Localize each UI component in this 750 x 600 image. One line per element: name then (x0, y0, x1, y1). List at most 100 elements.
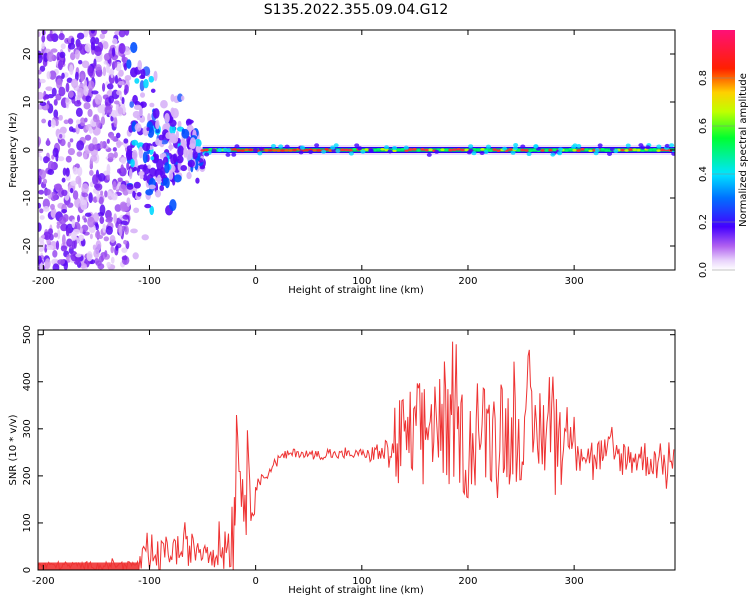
heatmap-cell (129, 101, 134, 108)
heatmap-cell (208, 148, 213, 151)
colorbar-tick-label: 0.6 (698, 118, 709, 134)
heatmap-cell (61, 177, 66, 183)
heatmap-cell (61, 209, 68, 214)
heatmap-cell (47, 119, 52, 128)
heatmap-cell (96, 191, 100, 202)
heatmap-cell (83, 152, 88, 160)
heatmap-cell (39, 262, 44, 270)
heatmap-cell (119, 225, 123, 237)
heatmap-cell (280, 149, 285, 152)
heatmap-cell (416, 149, 421, 152)
heatmap-cell (138, 146, 143, 159)
heatmap-cell (288, 149, 293, 152)
heatmap-cell (44, 258, 51, 270)
heatmap-cell (90, 36, 97, 45)
y-tick-label: 400 (22, 372, 33, 391)
heatmap-cell (145, 189, 154, 196)
heatmap-cell (183, 147, 188, 158)
heatmap-cell (222, 147, 228, 152)
heatmap-cell (95, 240, 102, 251)
figure-title: S135.2022.355.09.04.G12 (264, 2, 449, 18)
heatmap-cell (92, 144, 101, 150)
heatmap-cell (61, 189, 68, 197)
heatmap-cell (102, 41, 109, 50)
heatmap-cell (488, 149, 493, 152)
heatmap-cell (516, 149, 521, 152)
heatmap-cell (100, 116, 106, 126)
x-tick-label: -200 (32, 276, 55, 287)
heatmap-cell (83, 30, 89, 38)
heatmap-cell (50, 118, 56, 128)
heatmap-cell (116, 90, 122, 96)
heatmap-cell (61, 72, 65, 79)
heatmap-cell (114, 74, 118, 84)
heatmap-cell (169, 199, 177, 211)
heatmap-cell (140, 92, 146, 98)
heatmap-cell (97, 173, 106, 182)
heatmap-cell (272, 148, 277, 152)
heatmap-cell (112, 147, 117, 152)
heatmap-cell (333, 143, 339, 148)
snr-panel: -200 -100 0 100 200 300 0 100 200 300 400 500 Heig… (8, 325, 676, 596)
heatmap-cell (483, 150, 489, 155)
heatmap-cell (170, 94, 175, 102)
heatmap-cell (38, 202, 42, 209)
heatmap-cell (103, 60, 108, 65)
heatmap-cell (121, 97, 125, 105)
heatmap-cell (60, 245, 68, 252)
heatmap-cell (640, 145, 646, 150)
heatmap-cell (106, 261, 111, 268)
heatmap-cell (177, 145, 184, 157)
heatmap-cell (92, 136, 98, 147)
heatmap-cell (121, 225, 127, 231)
heatmap-cell (130, 228, 138, 234)
heatmap-cell (544, 149, 549, 152)
heatmap-cell (150, 88, 156, 93)
heatmap-cell (79, 117, 86, 127)
heatmap-cell (151, 154, 160, 164)
heatmap-cell (348, 151, 354, 156)
x-tick-label: 300 (565, 276, 584, 287)
heatmap-cell (312, 149, 317, 152)
heatmap-cell (408, 148, 413, 151)
heatmap-cell (471, 151, 477, 156)
heatmap-cell (298, 150, 304, 155)
heatmap-cell (304, 148, 309, 152)
heatmap-cell (77, 166, 83, 177)
y-tick-label: 0 (22, 147, 33, 153)
heatmap-cell (160, 139, 169, 145)
heatmap-cell (80, 73, 85, 82)
heatmap-cell (520, 144, 526, 149)
heatmap-cell (70, 37, 75, 45)
heatmap-cell (124, 30, 130, 36)
colorbar: 0.0 0.2 0.4 0.6 0.8 Normalized spectral ampl… (698, 30, 749, 278)
heatmap-cell (118, 69, 124, 77)
heatmap-cell (52, 147, 59, 158)
heatmap-cell (276, 149, 281, 152)
heatmap-cell (38, 53, 43, 64)
heatmap-cell (225, 152, 231, 157)
heatmap-cell (95, 260, 102, 267)
heatmap-cell (420, 148, 425, 151)
heatmap-cell (444, 148, 449, 152)
heatmap-cell (607, 151, 613, 156)
heatmap-cell (67, 141, 71, 148)
heatmap-cell (104, 250, 108, 258)
heatmap-cell (123, 88, 128, 96)
heatmap-cell (120, 220, 129, 225)
heatmap-cell (83, 85, 89, 97)
heatmap-cell (168, 171, 174, 180)
heatmap-cell (108, 95, 115, 104)
heatmap-cell (46, 138, 50, 147)
heatmap-cell (232, 148, 237, 151)
heatmap-cell (146, 126, 150, 132)
x-tick-label: -200 (32, 576, 55, 587)
heatmap-cell (44, 244, 48, 253)
heatmap-cell (126, 183, 134, 190)
heatmap-cell (152, 108, 160, 119)
colorbar-gradient (712, 30, 735, 270)
heatmap-cell (164, 112, 170, 123)
heatmap-cell (572, 143, 578, 148)
heatmap-cell (81, 183, 89, 195)
heatmap-cell (186, 171, 192, 180)
